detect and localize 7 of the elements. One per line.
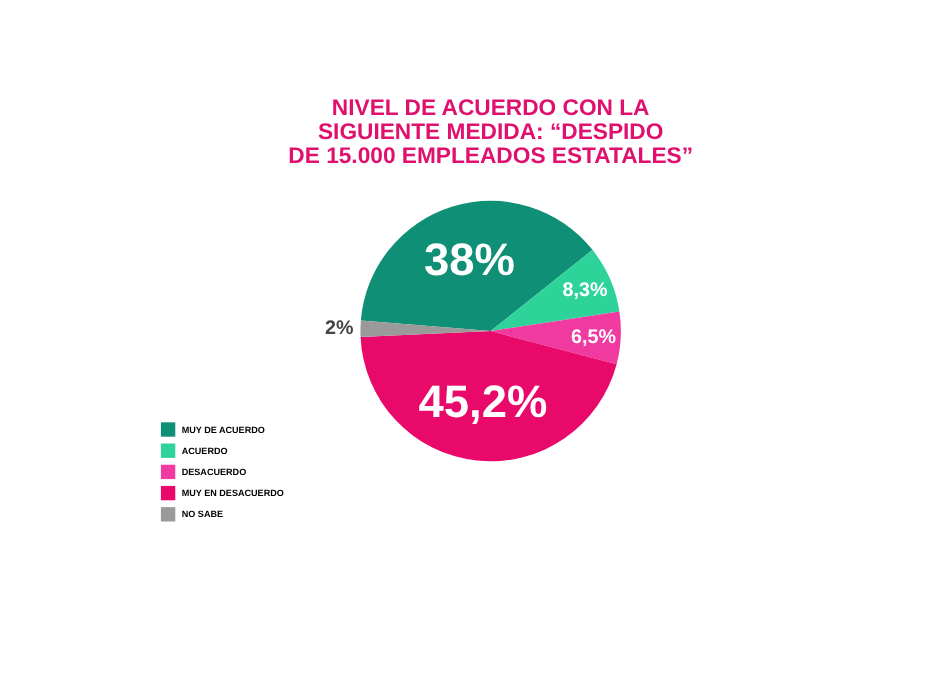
data-label: 38% xyxy=(423,233,515,286)
data-label: 2% xyxy=(325,318,354,341)
data-label: 45,2% xyxy=(418,374,548,427)
chart-title: NIVEL DE ACUERDO CON LA SIGUIENTE MEDIDA: “DESPIDO DE 15.000 EMPLEADOS ESTATALES” xyxy=(288,96,693,169)
data-label: 8,3% xyxy=(562,279,608,302)
data-label: 6,5% xyxy=(571,326,617,349)
pie-slice xyxy=(360,331,617,462)
